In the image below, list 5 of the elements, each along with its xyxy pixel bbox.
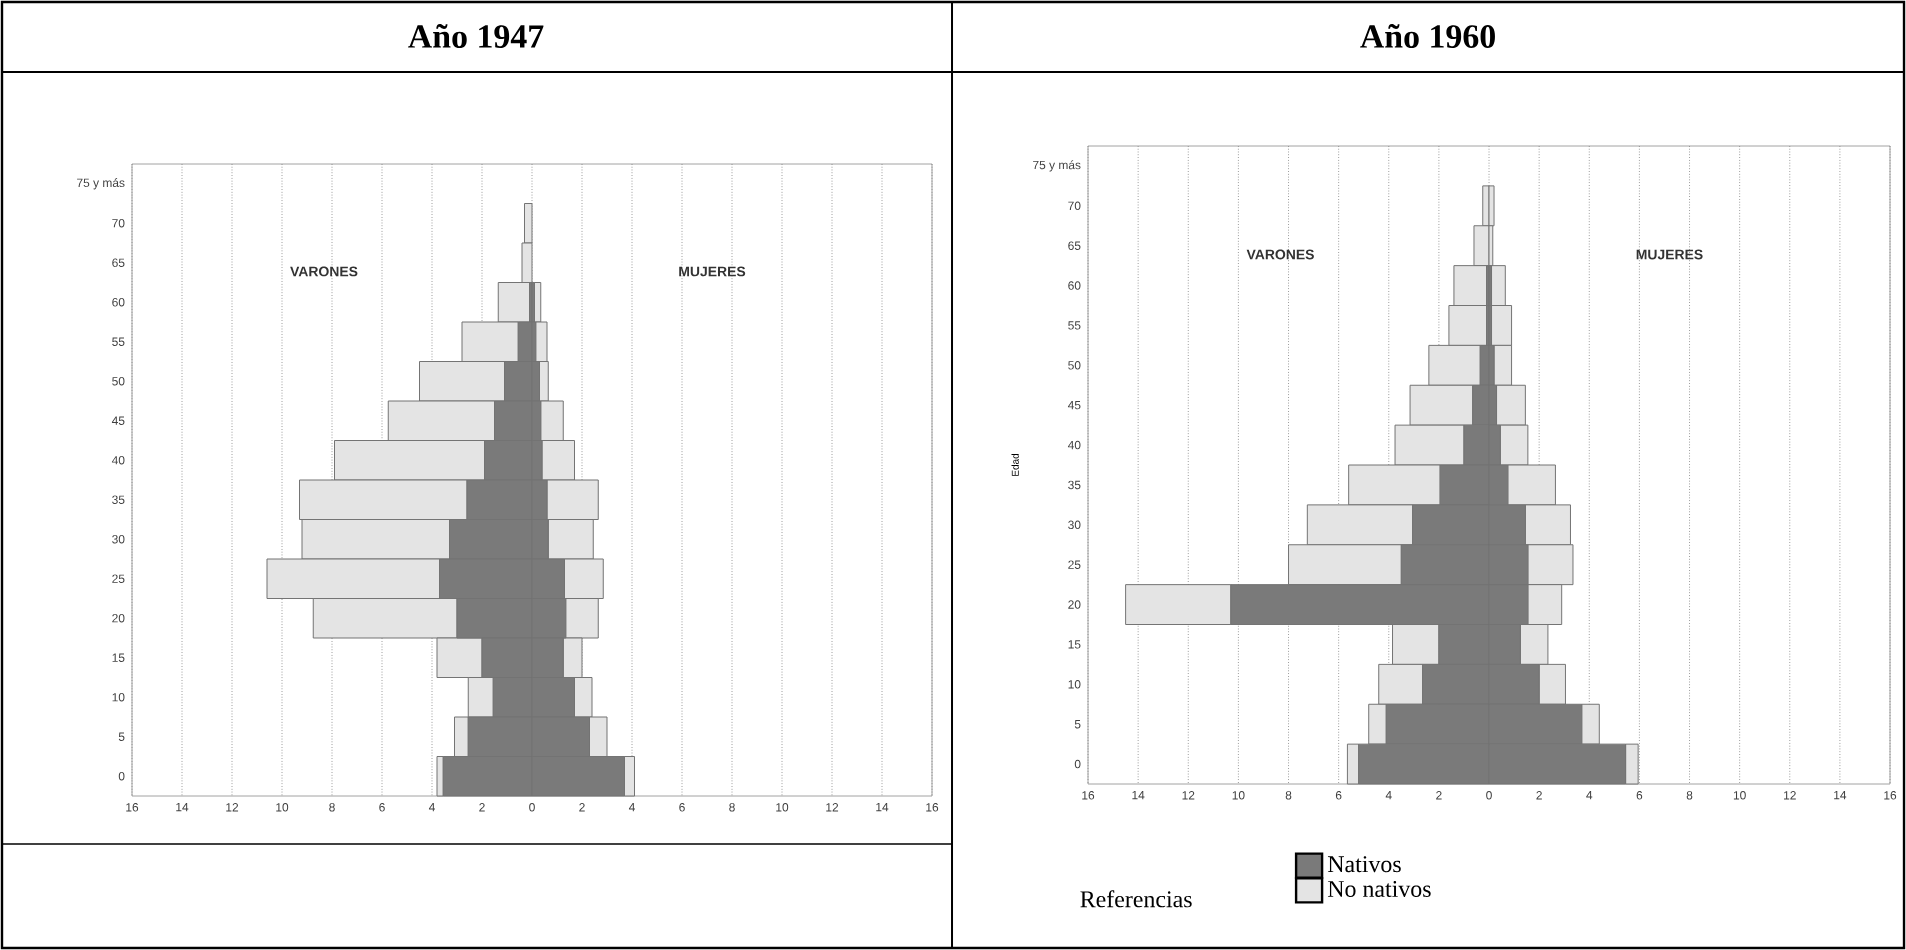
chart-title: Año 1947 — [408, 24, 544, 48]
legend-title: Referencias — [1080, 890, 1192, 908]
legend-label: No nativos — [1327, 880, 1431, 898]
legend-label: Nativos — [1327, 856, 1401, 873]
chart-title: Año 1960 — [1360, 24, 1495, 48]
